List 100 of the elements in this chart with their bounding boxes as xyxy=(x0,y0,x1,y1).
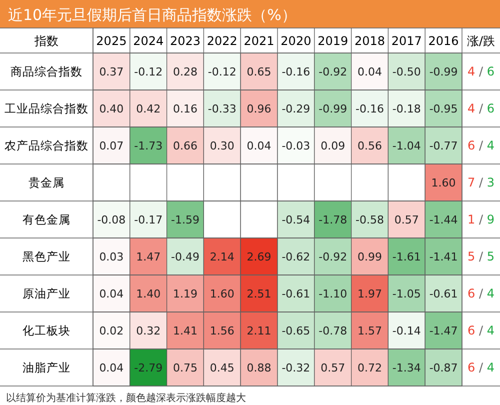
data-label: 1.57 xyxy=(358,324,382,338)
data-label: 0.28 xyxy=(173,66,198,78)
data-label: -0.62 xyxy=(282,250,310,264)
data-label: 1.41 xyxy=(173,324,198,338)
data-label: -0.03 xyxy=(282,140,310,152)
data-label: -0.78 xyxy=(318,324,348,338)
data-label: -0.16 xyxy=(282,66,310,78)
x-tick-label: 2024 xyxy=(133,34,164,48)
y2-axis-title: 涨/跌 xyxy=(466,34,496,48)
data-label: 0.30 xyxy=(210,140,234,152)
y2-tick-label: 6 / 4 xyxy=(468,360,494,374)
data-label: 0.72 xyxy=(358,362,382,374)
data-label: -0.92 xyxy=(318,250,348,264)
x-tick-label: 2016 xyxy=(428,34,459,48)
y2-tick-label: 7 / 3 xyxy=(468,176,494,190)
y-tick-label: 贵金属 xyxy=(28,176,64,190)
x-tick-label: 2018 xyxy=(354,34,386,48)
data-label: -0.12 xyxy=(134,66,163,78)
data-label: 0.56 xyxy=(358,140,382,152)
data-label: 0.75 xyxy=(173,362,198,374)
data-label: -1.41 xyxy=(429,250,458,264)
data-label: -1.10 xyxy=(318,288,348,300)
data-label: -0.49 xyxy=(171,250,200,264)
data-label: -1.59 xyxy=(171,214,200,226)
data-label: -0.29 xyxy=(282,102,310,116)
y2-tick-label: 1 / 9 xyxy=(468,212,494,226)
x-tick-label: 2017 xyxy=(391,34,422,48)
data-label: 0.04 xyxy=(358,66,382,78)
data-label: 0.03 xyxy=(99,250,124,264)
data-label: -1.34 xyxy=(392,362,421,374)
x-tick-label: 2023 xyxy=(170,34,201,48)
data-label: 0.40 xyxy=(99,102,124,116)
data-label: -0.61 xyxy=(429,288,458,300)
y-tick-label: 油脂产业 xyxy=(22,360,70,374)
data-label: 0.07 xyxy=(99,140,124,152)
data-label: -0.77 xyxy=(429,140,458,152)
y-tick-label: 原油产业 xyxy=(22,286,70,300)
data-label: 0.66 xyxy=(173,140,198,152)
data-label: -0.92 xyxy=(318,66,348,78)
data-label: 0.04 xyxy=(99,288,124,300)
y2-tick-label: 6 / 4 xyxy=(468,286,494,300)
y2-tick-label: 4 / 6 xyxy=(468,64,494,78)
data-label: 0.88 xyxy=(246,362,272,374)
data-label: -1.47 xyxy=(429,324,458,338)
data-label: -1.61 xyxy=(392,250,421,264)
data-label: 0.37 xyxy=(99,66,124,78)
data-label: -2.79 xyxy=(134,362,163,374)
data-label: 0.99 xyxy=(358,250,382,264)
data-label: -0.58 xyxy=(356,214,384,226)
data-label: -0.65 xyxy=(282,324,310,338)
data-label: -0.18 xyxy=(392,102,421,116)
data-label: -1.05 xyxy=(392,288,421,300)
data-label: -0.99 xyxy=(318,102,348,116)
data-label: -0.08 xyxy=(97,214,126,226)
data-label: -0.16 xyxy=(356,102,384,116)
y-tick-label: 商品综合指数 xyxy=(10,64,82,78)
y-tick-label: 化工板块 xyxy=(22,324,70,338)
data-label: 2.51 xyxy=(246,288,272,300)
data-label: -0.99 xyxy=(429,66,458,78)
data-label: 0.16 xyxy=(173,102,198,116)
data-label: 0.02 xyxy=(99,324,124,338)
y-tick-label: 工业品综合指数 xyxy=(4,102,88,116)
data-label: -0.33 xyxy=(208,102,236,116)
data-label: 2.11 xyxy=(246,324,272,338)
data-label: -0.95 xyxy=(429,102,458,116)
chart-title: 近10年元旦假期后首日商品指数涨跌（%） xyxy=(8,6,296,24)
data-label: -0.61 xyxy=(282,288,310,300)
data-label: 0.42 xyxy=(136,102,161,116)
data-label: 0.09 xyxy=(320,140,346,152)
y2-tick-label: 6 / 4 xyxy=(468,138,494,152)
data-label: -0.32 xyxy=(282,362,310,374)
y2-tick-label: 6 / 4 xyxy=(468,324,494,338)
data-label: 1.19 xyxy=(173,288,198,300)
y-tick-label: 农产品综合指数 xyxy=(4,138,88,152)
data-label: -0.54 xyxy=(282,214,310,226)
x-tick-label: 2019 xyxy=(318,34,348,48)
y2-tick-label: 4 / 6 xyxy=(468,102,494,116)
data-label: 1.60 xyxy=(210,288,234,300)
data-label: 1.60 xyxy=(431,176,456,190)
y-axis-title: 指数 xyxy=(34,34,58,48)
data-label: 0.65 xyxy=(246,66,272,78)
data-label: 0.32 xyxy=(136,324,161,338)
y-tick-label: 有色金属 xyxy=(22,212,70,226)
data-label: -0.14 xyxy=(392,324,421,338)
y-tick-label: 黑色产业 xyxy=(22,250,70,264)
data-label: -1.78 xyxy=(318,214,348,226)
data-label: -1.73 xyxy=(134,140,163,152)
data-label: -1.44 xyxy=(429,214,458,226)
data-label: 0.57 xyxy=(320,362,346,374)
data-label: 2.14 xyxy=(210,250,234,264)
x-tick-label: 2025 xyxy=(96,34,127,48)
y2-tick-label: 5 / 5 xyxy=(468,250,494,264)
data-label: 0.57 xyxy=(394,214,419,226)
data-label: 0.96 xyxy=(246,102,272,116)
text: 以结算价为基准计算涨跌，颜色越深表示涨跌幅度越大 xyxy=(6,392,246,404)
data-label: -0.87 xyxy=(429,362,458,374)
data-label: 1.56 xyxy=(210,324,234,338)
data-label: -0.17 xyxy=(134,214,163,226)
data-label: -1.04 xyxy=(392,140,421,152)
data-label: 2.69 xyxy=(246,250,272,264)
